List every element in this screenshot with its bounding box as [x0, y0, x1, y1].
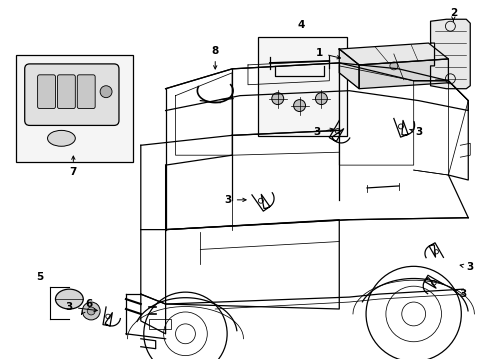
- Polygon shape: [358, 59, 447, 89]
- FancyBboxPatch shape: [77, 75, 95, 109]
- Text: 8: 8: [211, 46, 219, 69]
- Polygon shape: [339, 43, 447, 65]
- Text: 3: 3: [224, 195, 245, 205]
- Polygon shape: [339, 49, 358, 89]
- Polygon shape: [429, 19, 469, 89]
- Text: 3: 3: [459, 262, 473, 272]
- FancyBboxPatch shape: [38, 75, 55, 109]
- Text: 3: 3: [65, 302, 97, 312]
- Ellipse shape: [47, 130, 75, 146]
- Text: 3: 3: [313, 127, 333, 138]
- Text: 7: 7: [69, 156, 77, 177]
- Circle shape: [271, 93, 283, 105]
- Text: 2: 2: [449, 8, 456, 21]
- Text: 4: 4: [297, 20, 305, 30]
- Text: 6: 6: [81, 299, 93, 314]
- Text: 3: 3: [453, 289, 466, 299]
- Bar: [148, 319, 170, 329]
- Bar: [257, 37, 346, 136]
- FancyBboxPatch shape: [25, 64, 119, 125]
- Text: 1: 1: [315, 48, 340, 59]
- Circle shape: [82, 302, 100, 320]
- Circle shape: [389, 62, 397, 70]
- Circle shape: [87, 307, 95, 315]
- Circle shape: [315, 93, 326, 105]
- Circle shape: [293, 100, 305, 112]
- FancyBboxPatch shape: [57, 75, 75, 109]
- Text: 5: 5: [36, 272, 43, 282]
- Ellipse shape: [55, 289, 83, 309]
- Bar: [16, 55, 133, 162]
- Circle shape: [100, 86, 112, 98]
- Text: 3: 3: [409, 127, 422, 138]
